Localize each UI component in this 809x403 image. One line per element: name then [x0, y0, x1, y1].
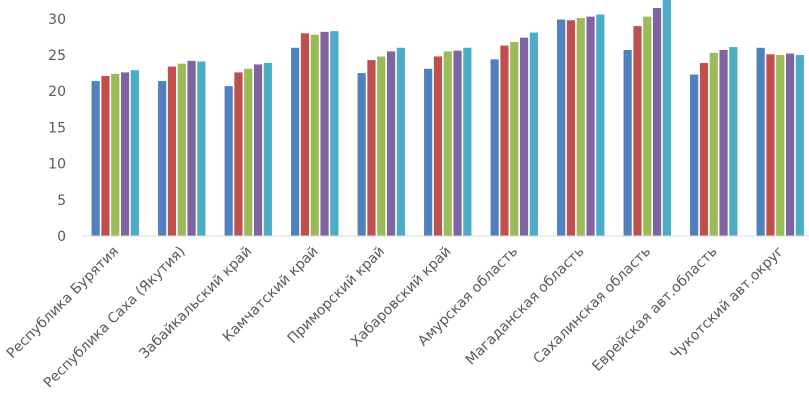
bar [490, 59, 499, 236]
bar [557, 19, 566, 236]
y-tick-label: 0 [57, 229, 66, 245]
bar [463, 47, 472, 236]
bar [623, 49, 632, 236]
bar [367, 60, 376, 236]
x-tick-label: Забайкальский край [136, 244, 255, 363]
bar [167, 66, 177, 236]
bar [424, 68, 433, 236]
x-tick-label: Республика Саха (Якутия) [41, 244, 189, 392]
bar [101, 76, 110, 236]
bar [300, 33, 310, 236]
bar [158, 81, 167, 236]
x-tick-label: Чукотский авт.округ [668, 244, 787, 363]
bar [330, 31, 339, 237]
bar [320, 31, 329, 237]
bar [120, 72, 130, 236]
bar [795, 55, 804, 237]
bar [776, 55, 785, 237]
x-tick-label: Еврейская авт.область [589, 244, 720, 375]
bar [785, 53, 795, 236]
y-tick-label: 10 [48, 157, 66, 173]
bar [510, 41, 519, 236]
bar [709, 52, 718, 237]
bar [662, 0, 671, 237]
bar [263, 62, 272, 236]
bar [756, 47, 765, 236]
bar [291, 47, 300, 236]
bar [500, 45, 509, 236]
bar [633, 26, 642, 236]
bar [91, 81, 100, 236]
bar [234, 72, 243, 236]
bar [652, 7, 662, 236]
bar [224, 86, 233, 236]
bar [253, 64, 263, 237]
bar [357, 73, 366, 236]
bar [596, 14, 605, 236]
bar [586, 16, 595, 237]
bar [396, 47, 405, 236]
bar [130, 70, 139, 236]
bar [643, 16, 652, 237]
bar [433, 56, 443, 236]
bar [377, 56, 386, 236]
bar [187, 60, 196, 236]
bar [719, 49, 728, 236]
plot-area [91, 0, 804, 237]
x-tick-label: Магаданская область [463, 244, 588, 369]
y-tick-label: 5 [57, 193, 66, 209]
bar [443, 51, 452, 236]
x-tick-label: Республика Бурятия [4, 244, 122, 362]
bar [576, 18, 585, 236]
bar [310, 34, 319, 236]
y-tick-label: 30 [48, 12, 66, 28]
y-tick-label: 20 [48, 84, 66, 100]
bar [766, 54, 775, 236]
bar [111, 73, 120, 237]
y-tick-label: 15 [48, 120, 66, 136]
bar [244, 68, 253, 236]
bar [529, 32, 538, 236]
bar [386, 51, 396, 236]
x-tick-label: Сахалинская область [530, 244, 654, 368]
bar [690, 74, 699, 236]
bar [197, 61, 206, 237]
bar [177, 63, 186, 236]
bar [699, 62, 709, 236]
bar [566, 20, 576, 236]
bar [453, 50, 462, 236]
bar [729, 47, 738, 237]
bar [519, 37, 529, 237]
y-tick-label: 25 [48, 48, 66, 64]
